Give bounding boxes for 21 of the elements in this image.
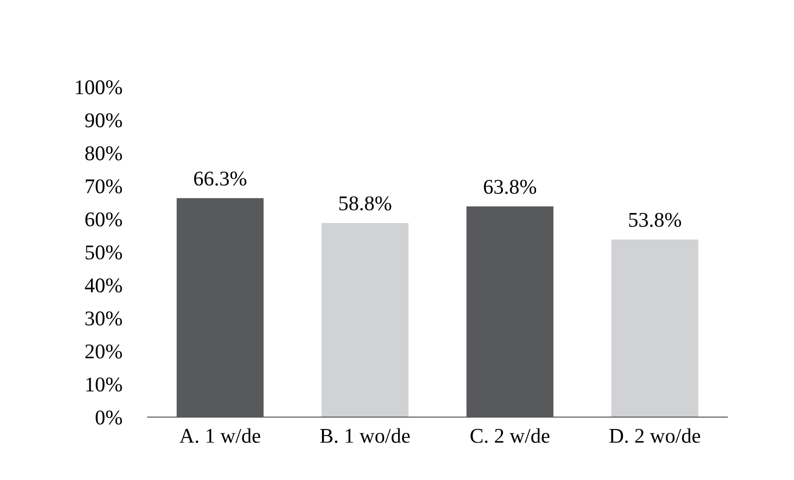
x-tick-label: D. 2 wo/de [609,428,700,443]
data-label: 63.8% [484,180,536,194]
y-tick-label: 20% [85,344,122,359]
y-tick-label: 70% [86,179,122,194]
y-tick-label: 10% [86,377,122,392]
y-tick-label: 40% [84,278,122,293]
y-tick-label: 0% [96,410,122,425]
y-tick-label: 90% [85,113,122,128]
y-tick-label: 30% [85,311,122,326]
bar [611,239,698,418]
y-tick-label: 80% [85,146,122,160]
y-tick-label: 60% [85,212,122,226]
data-label: 58.8% [339,196,392,210]
x-tick-label: A. 1 w/de [180,428,260,443]
data-label: 53.8% [629,212,682,227]
y-tick-label: 100% [76,80,122,94]
bar [322,222,409,418]
data-label: 66.3% [194,172,246,186]
y-tick-label: 50% [86,245,122,260]
x-tick-label: C. 2 w/de [470,428,550,443]
x-tick-label: B. 1 wo/de [320,428,410,443]
